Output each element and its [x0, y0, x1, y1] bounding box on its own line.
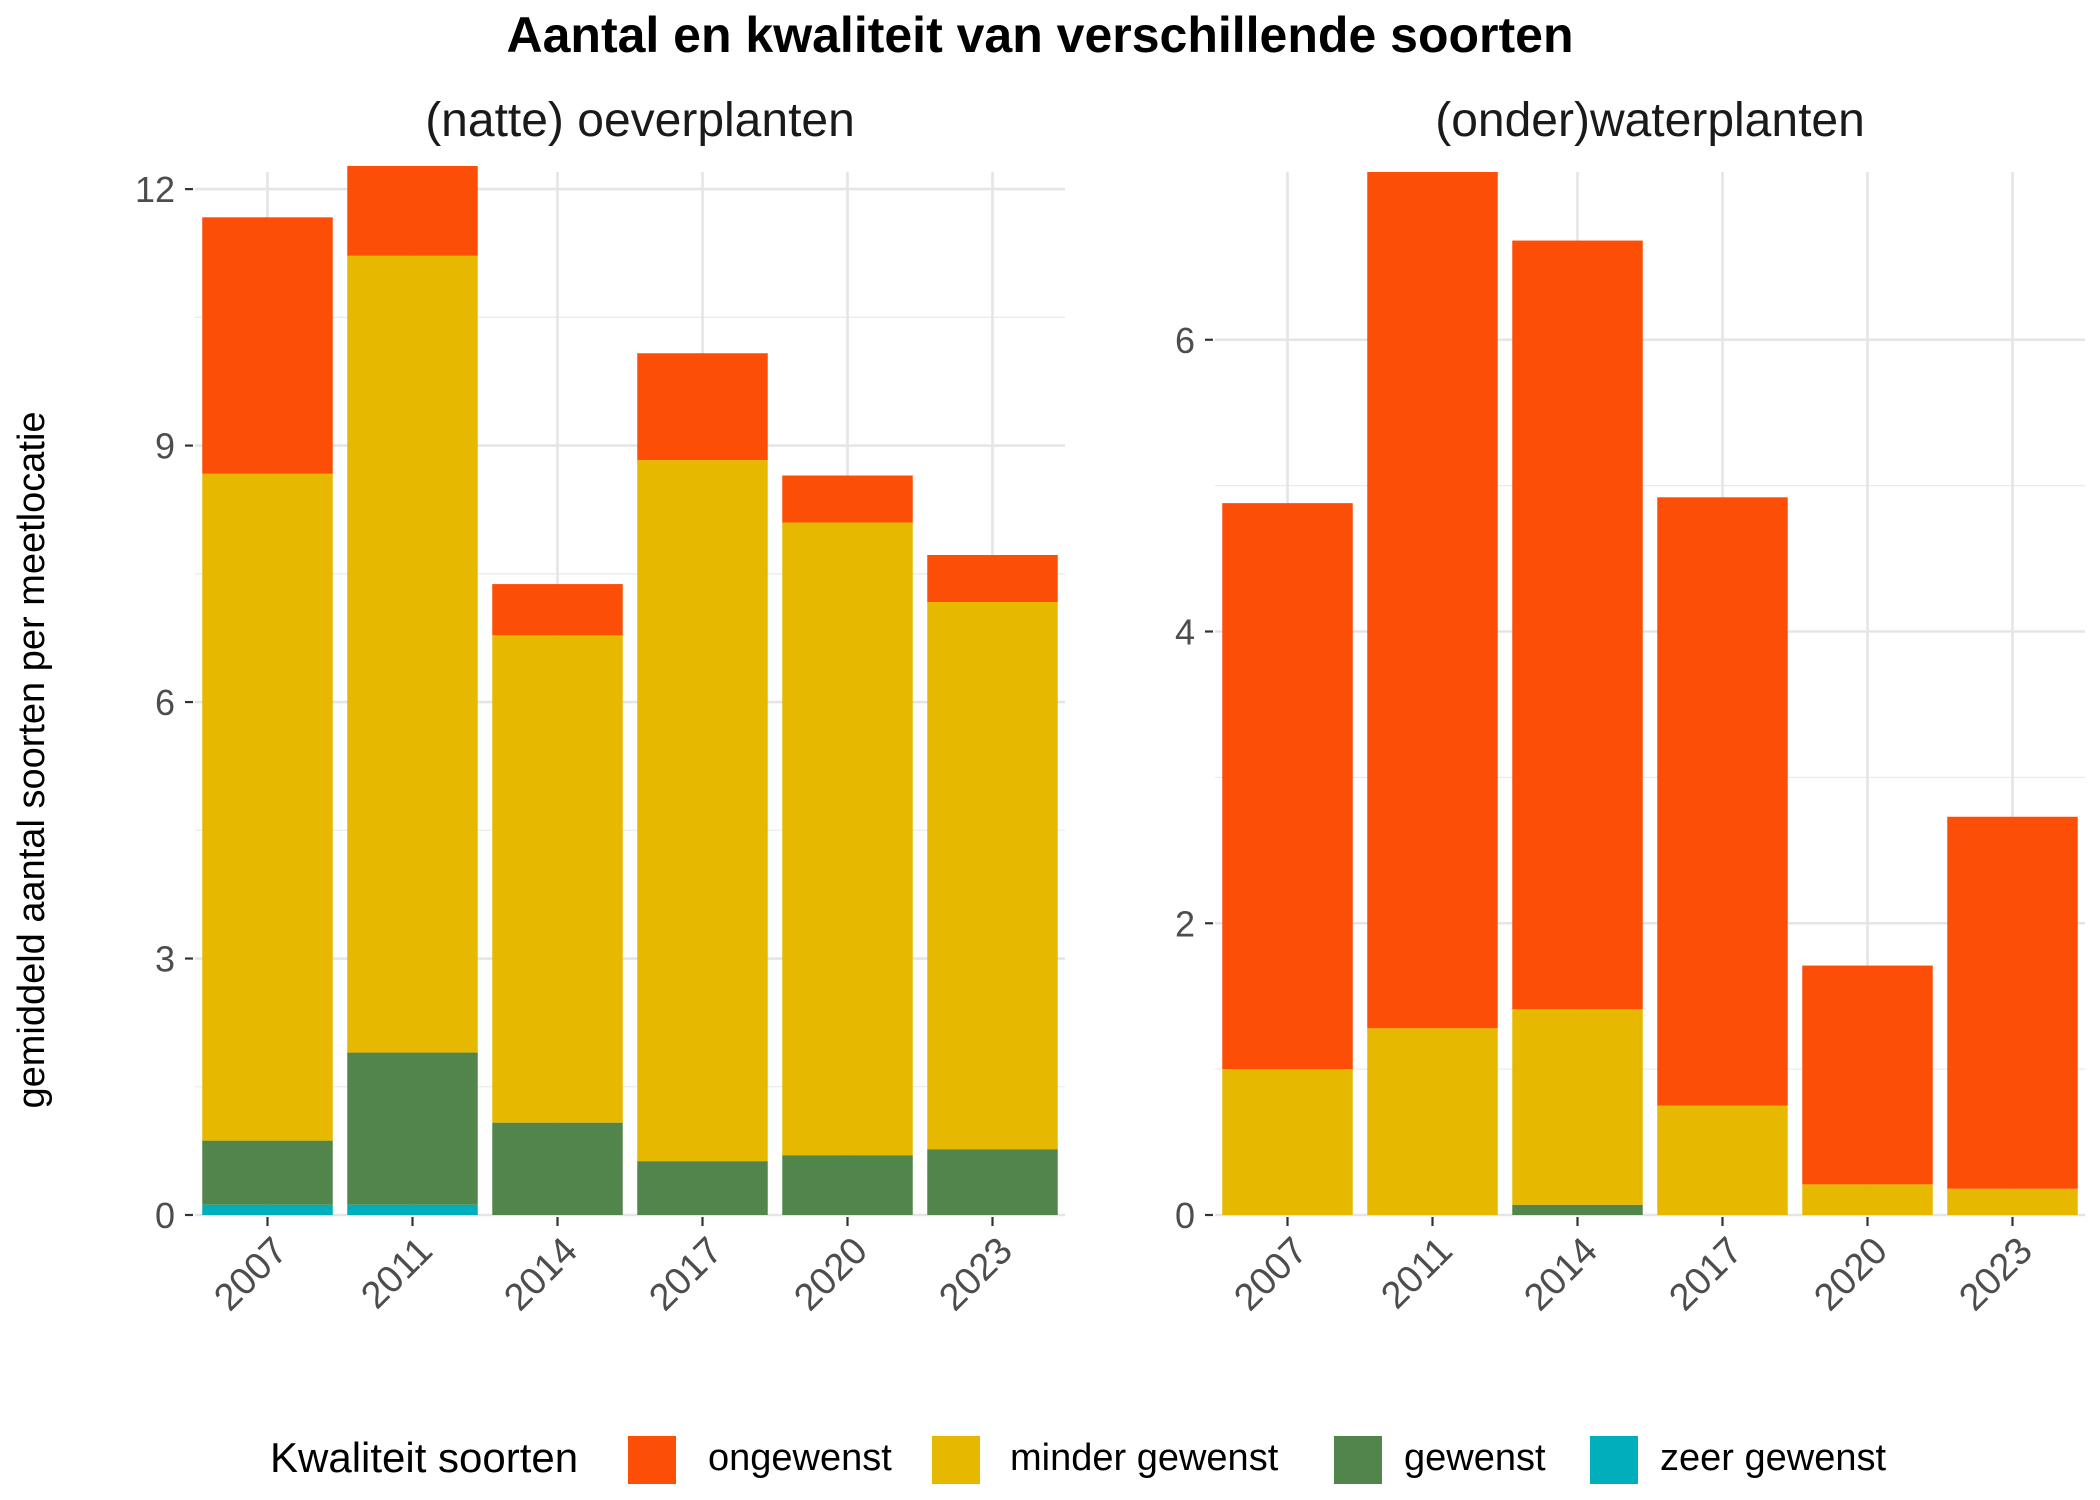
panel-title-oeverplanten: (natte) oeverplanten — [425, 94, 855, 147]
legend-label-ongewenst: ongewenst — [708, 1437, 892, 1479]
bar-gewenst-2014 — [1512, 1204, 1643, 1215]
legend-label-gewenst: gewenst — [1404, 1437, 1546, 1479]
y-tick-label: 12 — [135, 169, 175, 210]
y-tick-label: 9 — [155, 426, 175, 467]
bar-minder-gewenst-2007 — [202, 473, 333, 1141]
bar-minder-gewenst-2017 — [1657, 1105, 1788, 1215]
x-tick-label: 2011 — [353, 1230, 440, 1317]
x-tick-label: 2023 — [1951, 1230, 2040, 1319]
x-tick-label: 2020 — [1806, 1230, 1895, 1319]
x-tick-label: 2014 — [1516, 1230, 1605, 1319]
y-tick-label: 2 — [1175, 903, 1195, 944]
bar-minder-gewenst-2020 — [782, 522, 913, 1156]
panel-waterplanten: 0 2 4 6 2007 2011 2014 2017 2020 2023 — [1175, 172, 2085, 1319]
bar-ongewenst-2020 — [1802, 965, 1933, 1185]
bar-minder-gewenst-2014 — [1512, 1009, 1643, 1205]
bar-ongewenst-2020 — [782, 475, 913, 523]
bar-minder-gewenst-2017 — [637, 460, 768, 1162]
legend-swatch-ongewenst — [628, 1436, 676, 1484]
y-tick-label: 3 — [155, 939, 175, 980]
bar-minder-gewenst-2011 — [1367, 1028, 1498, 1215]
bar-ongewenst-2014 — [492, 584, 623, 636]
bar-ongewenst-2011 — [1367, 172, 1498, 1029]
x-tick-label: 2020 — [786, 1230, 875, 1319]
bar-ongewenst-2007 — [202, 217, 333, 474]
bar-minder-gewenst-2011 — [347, 255, 478, 1053]
bar-gewenst-2017 — [637, 1161, 768, 1215]
bar-ongewenst-2017 — [1657, 497, 1788, 1106]
panel-title-waterplanten: (onder)waterplanten — [1435, 94, 1865, 147]
x-tick-label: 2007 — [1226, 1230, 1315, 1319]
bar-gewenst-2020 — [782, 1155, 913, 1215]
x-tick-label: 2007 — [206, 1230, 295, 1319]
y-tick-label: 6 — [1175, 320, 1195, 361]
bar-minder-gewenst-2023 — [1947, 1188, 2078, 1215]
legend-label-zeer-gewenst: zeer gewenst — [1660, 1437, 1886, 1479]
x-tick-label: 2014 — [496, 1230, 585, 1319]
x-tick-label: 2017 — [641, 1230, 730, 1319]
bar-ongewenst-2011 — [347, 166, 478, 256]
x-tick-label: 2023 — [931, 1230, 1020, 1319]
bar-gewenst-2014 — [492, 1122, 623, 1215]
y-tick-label: 0 — [1175, 1195, 1195, 1236]
legend-label-minder-gewenst: minder gewenst — [1010, 1437, 1279, 1479]
bar-minder-gewenst-2023 — [927, 602, 1058, 1150]
bar-ongewenst-2023 — [1947, 816, 2078, 1189]
bar-ongewenst-2014 — [1512, 240, 1643, 1010]
y-tick-label: 6 — [155, 682, 175, 723]
bar-zeer-gewenst-2007 — [202, 1204, 333, 1215]
x-tick-label: 2011 — [1373, 1230, 1460, 1317]
bar-gewenst-2007 — [202, 1140, 333, 1205]
bar-gewenst-2023 — [927, 1149, 1058, 1215]
bar-minder-gewenst-2014 — [492, 635, 623, 1123]
x-tick-label: 2017 — [1661, 1230, 1750, 1319]
legend-swatch-minder-gewenst — [932, 1436, 980, 1484]
panel-oeverplanten: 0 3 6 9 12 2007 2011 2014 2017 2020 2023 — [135, 166, 1065, 1319]
legend-title: Kwaliteit soorten — [270, 1434, 578, 1481]
bar-ongewenst-2017 — [637, 353, 768, 461]
bar-minder-gewenst-2020 — [1802, 1184, 1933, 1215]
legend: Kwaliteit soorten ongewenst minder gewen… — [270, 1434, 1886, 1484]
legend-swatch-gewenst — [1334, 1436, 1382, 1484]
bar-zeer-gewenst-2011 — [347, 1204, 478, 1215]
bar-ongewenst-2007 — [1222, 503, 1353, 1070]
bar-ongewenst-2023 — [927, 555, 1058, 603]
chart-title: Aantal en kwaliteit van verschillende so… — [506, 7, 1573, 63]
bar-gewenst-2011 — [347, 1052, 478, 1205]
y-tick-label: 0 — [155, 1195, 175, 1236]
y-tick-label: 4 — [1175, 612, 1195, 653]
legend-swatch-zeer-gewenst — [1590, 1436, 1638, 1484]
bar-minder-gewenst-2007 — [1222, 1069, 1353, 1215]
y-axis-label: gemiddeld aantal soorten per meetlocatie — [11, 411, 53, 1108]
